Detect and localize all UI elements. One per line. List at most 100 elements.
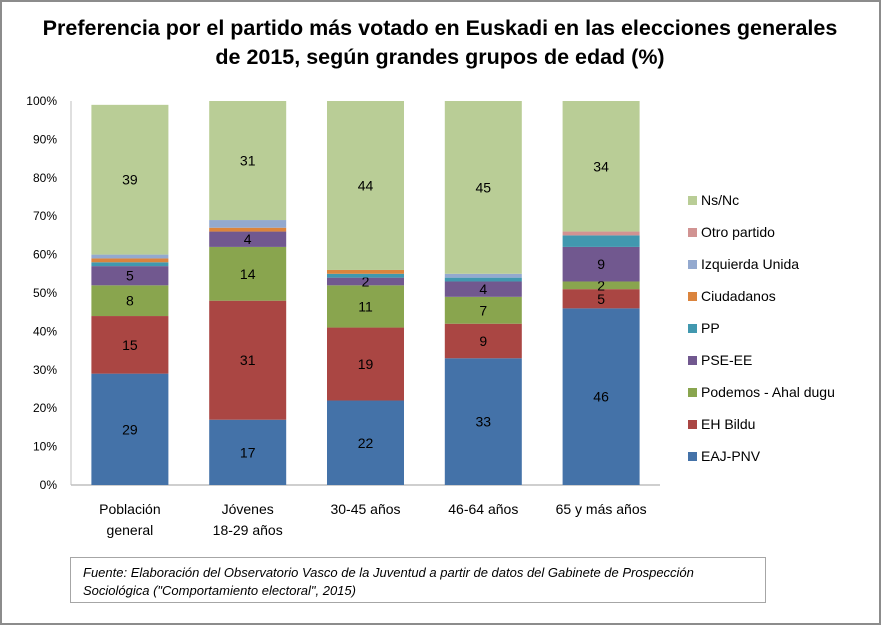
bar-segment-eaj-pnv bbox=[562, 308, 640, 485]
y-tick-label: 10% bbox=[33, 440, 57, 454]
legend-swatch bbox=[688, 228, 697, 237]
data-label: 4 bbox=[244, 231, 252, 247]
legend-label: EAJ-PNV bbox=[701, 448, 761, 464]
data-label: 19 bbox=[358, 356, 374, 372]
y-tick-label: 0% bbox=[40, 478, 58, 492]
y-tick-label: 70% bbox=[33, 209, 57, 223]
bar-segment-pp bbox=[327, 273, 404, 278]
x-tick-label: 30-45 años bbox=[330, 501, 400, 517]
data-label: 17 bbox=[240, 444, 256, 460]
bar-segment-ciudadanos bbox=[209, 227, 287, 232]
y-tick-label: 50% bbox=[33, 286, 57, 300]
legend-label: Podemos - Ahal dugu bbox=[701, 384, 835, 400]
data-label: 7 bbox=[479, 302, 487, 318]
bar-segment-eaj-pnv bbox=[444, 358, 522, 485]
legend-label: Ciudadanos bbox=[701, 288, 776, 304]
source-line-2: Sociológica ("Comportamiento electoral",… bbox=[83, 583, 356, 598]
x-tick-label: Jóvenes bbox=[222, 501, 274, 517]
bar-segment-otro-partido bbox=[562, 231, 640, 236]
legend-swatch bbox=[688, 388, 697, 397]
legend-label: PP bbox=[701, 320, 720, 336]
data-label: 14 bbox=[240, 266, 256, 282]
data-label: 31 bbox=[240, 352, 256, 368]
bar-segment-eaj-pnv bbox=[91, 373, 169, 485]
data-label: 44 bbox=[358, 177, 374, 193]
bar-segment-pse-ee bbox=[562, 246, 640, 282]
data-label: 34 bbox=[593, 158, 609, 174]
x-tick-label: 46-64 años bbox=[448, 501, 518, 517]
y-tick-label: 60% bbox=[33, 248, 57, 262]
bar-segment-ns-nc bbox=[444, 101, 522, 274]
y-tick-label: 40% bbox=[33, 324, 57, 338]
bar-segment-pp bbox=[562, 235, 640, 247]
bar-segment-eaj-pnv bbox=[327, 400, 404, 485]
bar-segment-pse-ee bbox=[327, 277, 404, 286]
bar-segment-eh-bildu bbox=[209, 300, 287, 420]
bar-segment-pse-ee bbox=[209, 231, 287, 247]
bar-segment-ciudadanos bbox=[91, 258, 169, 263]
bar-segment-podemos-ahal-dugu bbox=[444, 296, 522, 324]
bar-segment-pp bbox=[91, 262, 169, 267]
legend-label: Ns/Nc bbox=[701, 192, 739, 208]
data-label: 4 bbox=[479, 281, 487, 297]
legend-swatch bbox=[688, 420, 697, 429]
x-tick-label: 65 y más años bbox=[556, 501, 647, 517]
legend-swatch bbox=[688, 260, 697, 269]
data-label: 22 bbox=[358, 435, 374, 451]
x-tick-label: Población bbox=[99, 501, 161, 517]
x-tick-label: general bbox=[107, 522, 154, 538]
bar-segment-izquierda-unida bbox=[91, 254, 169, 259]
data-label: 45 bbox=[476, 179, 492, 195]
bar-segment-pp bbox=[444, 277, 522, 282]
legend-label: Izquierda Unida bbox=[701, 256, 799, 272]
data-label: 39 bbox=[122, 172, 138, 188]
bar-segment-pse-ee bbox=[444, 281, 522, 297]
legend-label: EH Bildu bbox=[701, 416, 755, 432]
legend-label: PSE-EE bbox=[701, 352, 752, 368]
bar-segment-eh-bildu bbox=[91, 316, 169, 374]
data-label: 5 bbox=[597, 291, 605, 307]
bar-segment-eh-bildu bbox=[562, 289, 640, 309]
bar-segment-eaj-pnv bbox=[209, 419, 287, 485]
source-note: Fuente: Elaboración del Observatorio Vas… bbox=[70, 557, 766, 603]
y-tick-label: 100% bbox=[26, 94, 57, 108]
data-label: 29 bbox=[122, 421, 138, 437]
legend-swatch bbox=[688, 452, 697, 461]
bar-segment-podemos-ahal-dugu bbox=[91, 285, 169, 317]
source-line-1: Fuente: Elaboración del Observatorio Vas… bbox=[83, 565, 694, 580]
data-label: 46 bbox=[593, 389, 609, 405]
bar-segment-pse-ee bbox=[91, 266, 169, 286]
data-label: 9 bbox=[597, 256, 605, 272]
data-label: 11 bbox=[358, 298, 373, 314]
y-tick-label: 30% bbox=[33, 363, 57, 377]
data-label: 9 bbox=[479, 333, 487, 349]
bar-segment-eh-bildu bbox=[327, 327, 404, 401]
data-label: 15 bbox=[122, 337, 138, 353]
data-label: 2 bbox=[362, 273, 370, 289]
bar-segment-ns-nc bbox=[209, 101, 287, 221]
legend-swatch bbox=[688, 292, 697, 301]
bar-segment-izquierda-unida bbox=[209, 220, 287, 228]
data-label: 2 bbox=[597, 277, 605, 293]
legend-swatch bbox=[688, 324, 697, 333]
y-tick-label: 20% bbox=[33, 401, 57, 415]
x-tick-label: 18-29 años bbox=[213, 522, 283, 538]
data-label: 33 bbox=[476, 414, 492, 430]
bar-segment-ns-nc bbox=[562, 101, 640, 232]
data-label: 8 bbox=[126, 293, 134, 309]
legend-label: Otro partido bbox=[701, 224, 775, 240]
bar-segment-eh-bildu bbox=[444, 323, 522, 359]
bar-segment-ns-nc bbox=[91, 104, 169, 255]
legend-swatch bbox=[688, 356, 697, 365]
chart-title: Preferencia por el partido más votado en… bbox=[42, 16, 838, 69]
bar-segment-podemos-ahal-dugu bbox=[209, 246, 287, 301]
bar-segment-ciudadanos bbox=[327, 269, 404, 274]
bar-segment-podemos-ahal-dugu bbox=[327, 285, 404, 328]
data-label: 31 bbox=[240, 153, 256, 169]
data-label: 5 bbox=[126, 268, 134, 284]
legend-swatch bbox=[688, 196, 697, 205]
bar-segment-podemos-ahal-dugu bbox=[562, 281, 640, 290]
bar-segment-izquierda-unida bbox=[444, 273, 522, 278]
bar-segment-ns-nc bbox=[327, 101, 404, 270]
